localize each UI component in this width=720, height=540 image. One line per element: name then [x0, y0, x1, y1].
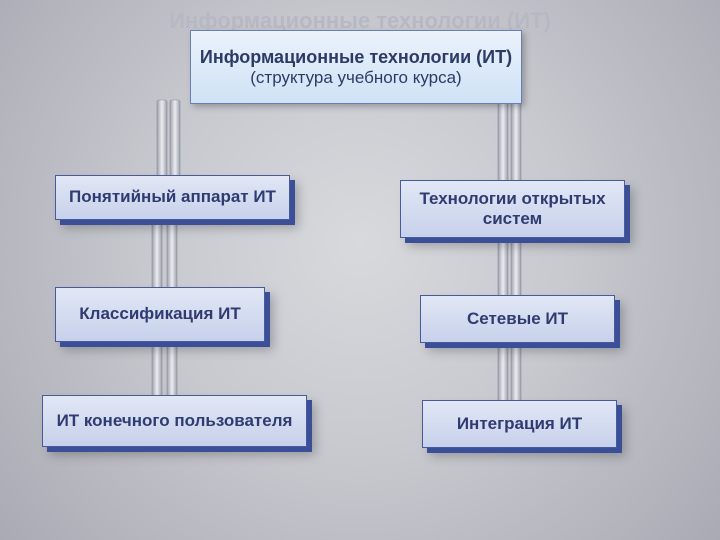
connector — [511, 100, 521, 185]
connector — [498, 240, 508, 300]
connector — [167, 222, 177, 292]
connector — [170, 100, 180, 180]
node-right-1: Технологии открытых систем — [400, 180, 625, 238]
connector — [511, 346, 521, 404]
node-right-2: Сетевые ИТ — [420, 295, 615, 343]
root-title-line2: (структура учебного курса) — [191, 68, 521, 88]
node-left-2: Классификация ИТ — [55, 287, 265, 342]
node-right-3: Интеграция ИТ — [422, 400, 617, 448]
connector — [498, 346, 508, 404]
connector — [152, 222, 162, 292]
node-left-3: ИТ конечного пользователя — [42, 395, 307, 447]
connector — [498, 100, 508, 185]
connector — [157, 100, 167, 180]
connector — [511, 240, 521, 300]
connector — [152, 345, 162, 400]
root-title-line1: Информационные технологии (ИТ) — [191, 47, 521, 68]
connector — [167, 345, 177, 400]
node-left-1: Понятийный аппарат ИТ — [55, 175, 290, 220]
root-node: Информационные технологии (ИТ) (структур… — [190, 30, 522, 104]
